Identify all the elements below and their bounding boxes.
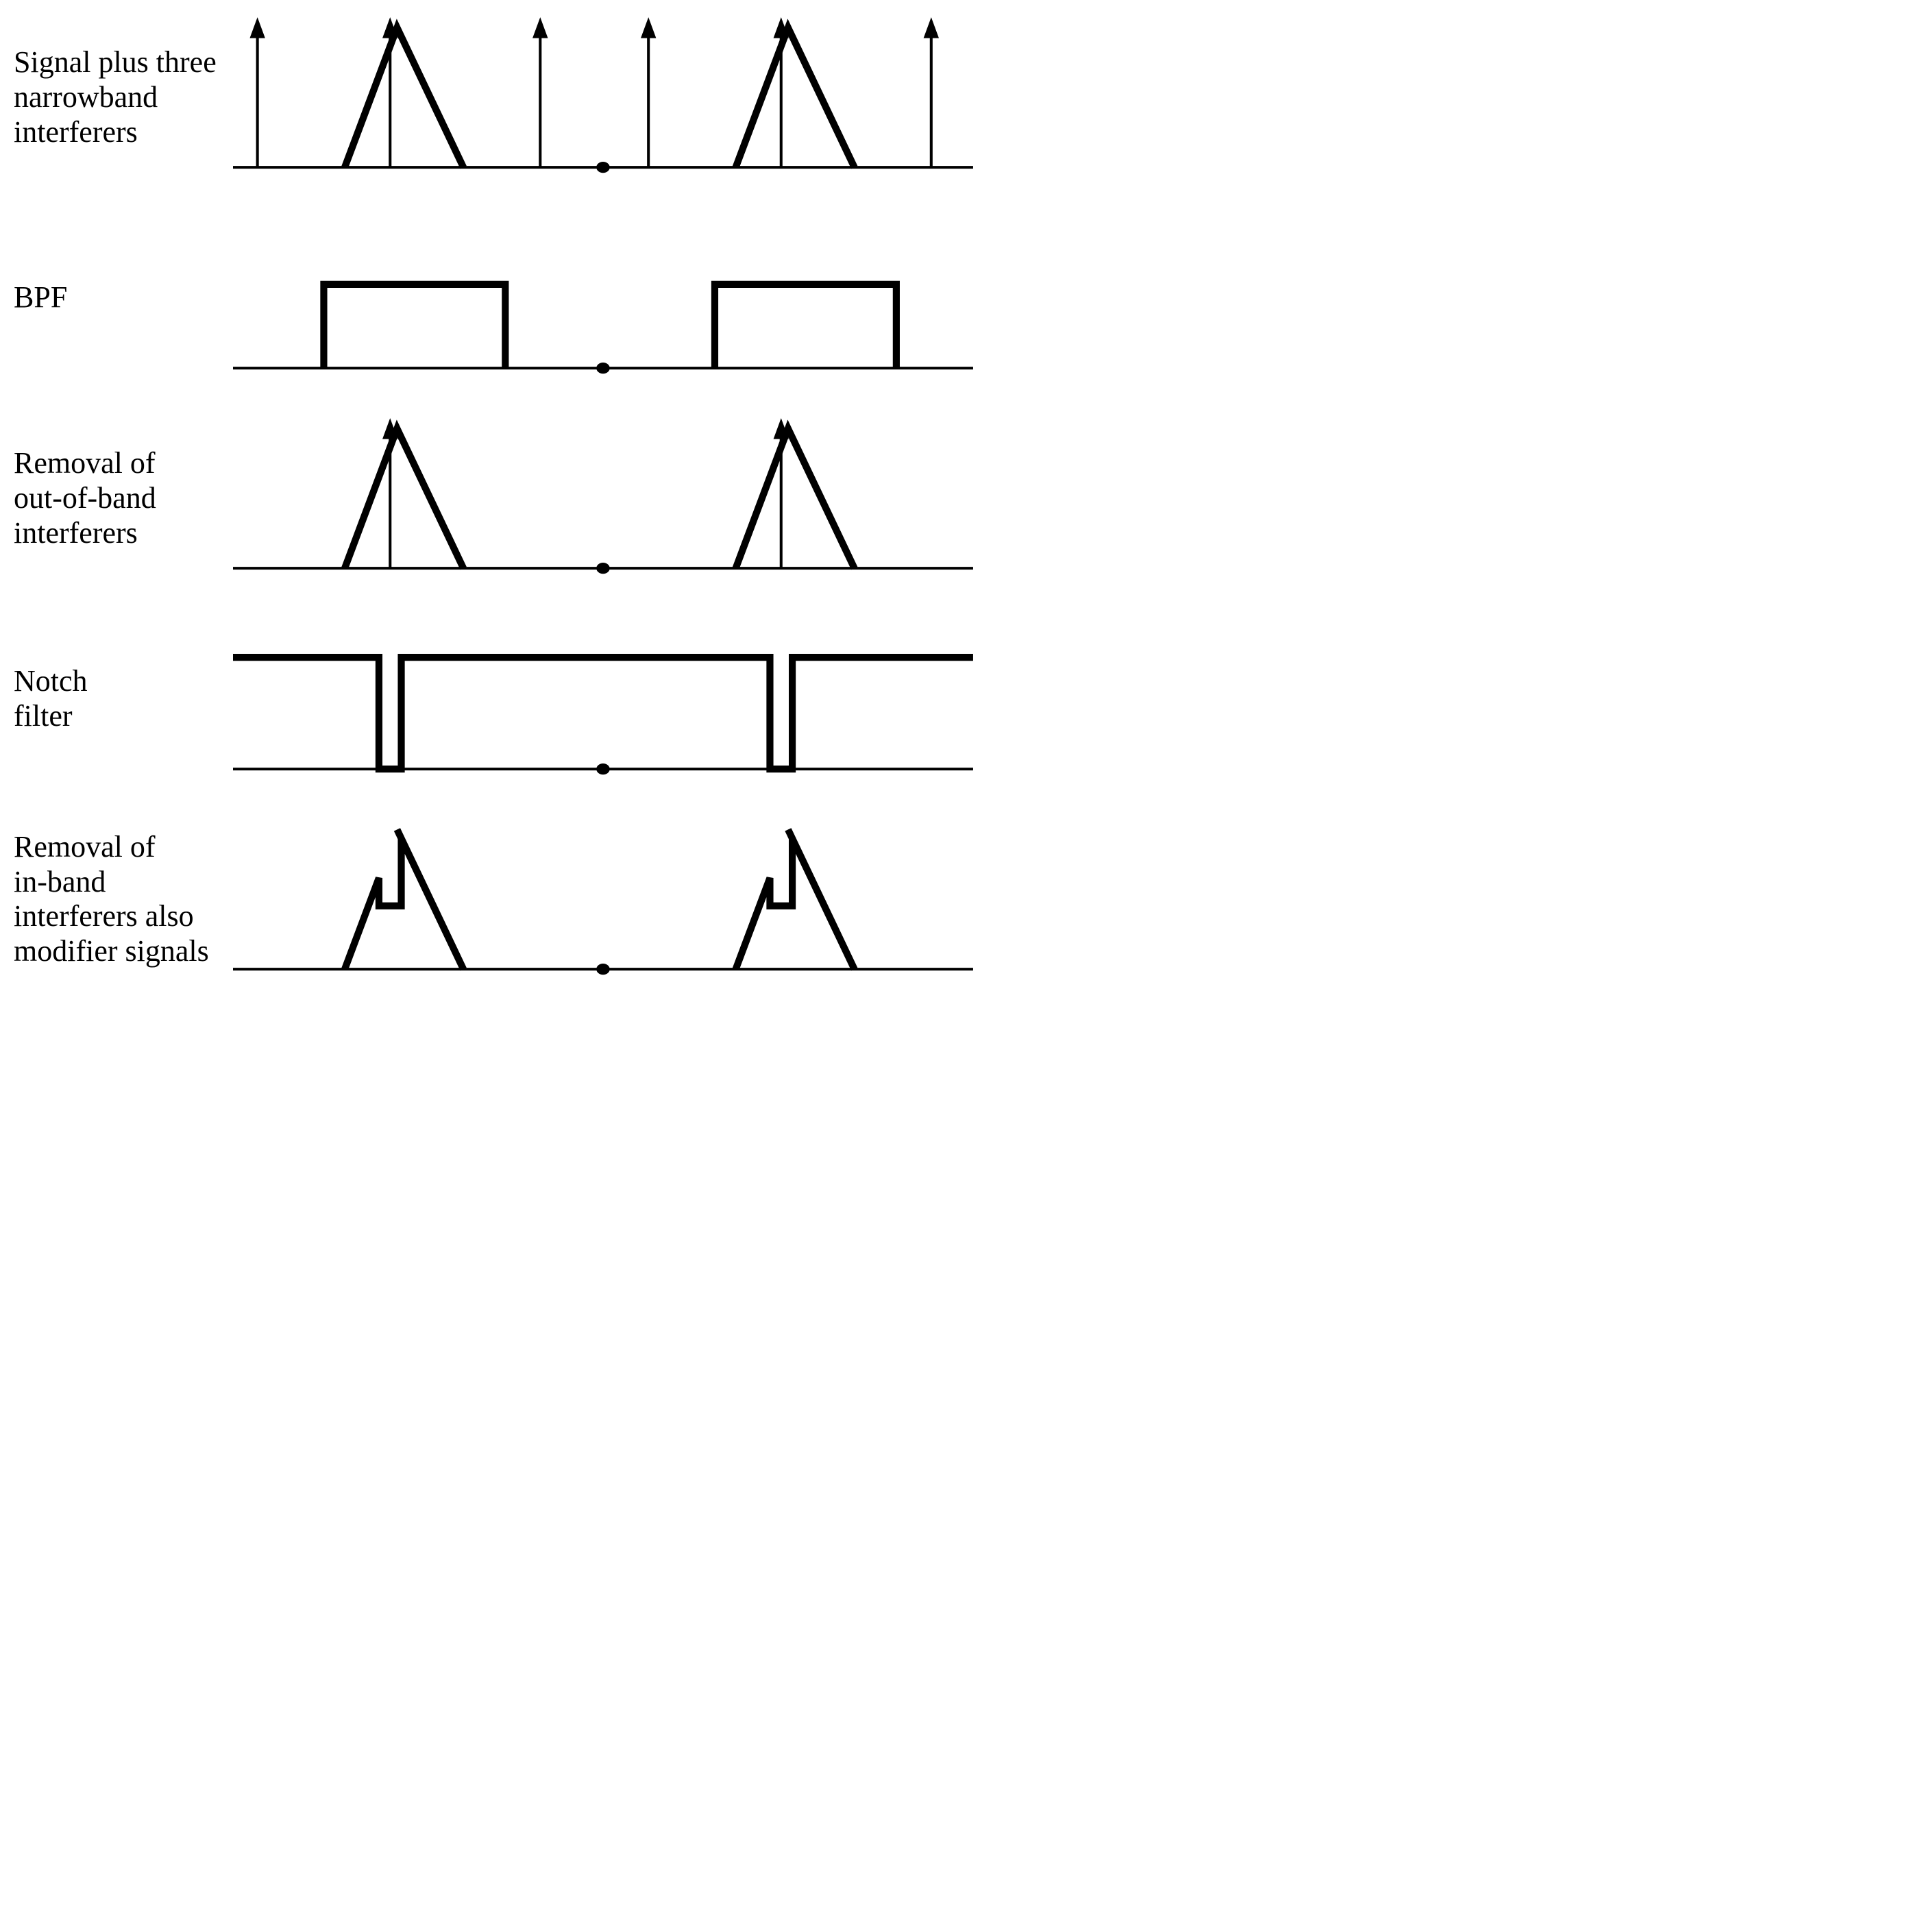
row5-label: Removal of in-band interferers also modi…	[14, 830, 233, 968]
row2-panel	[233, 215, 973, 382]
row1-panel	[233, 14, 973, 182]
row3-panel	[233, 415, 973, 583]
row3-label: Removal of out-of-band interferers	[14, 446, 233, 550]
row4-panel	[233, 615, 973, 783]
row5-panel	[233, 816, 973, 983]
filter-stages-figure: Signal plus three narrowband interferers…	[14, 14, 973, 983]
row1-label: Signal plus three narrowband interferers	[14, 45, 233, 149]
row2-label: BPF	[14, 280, 233, 315]
row4-label: Notch filter	[14, 664, 233, 733]
